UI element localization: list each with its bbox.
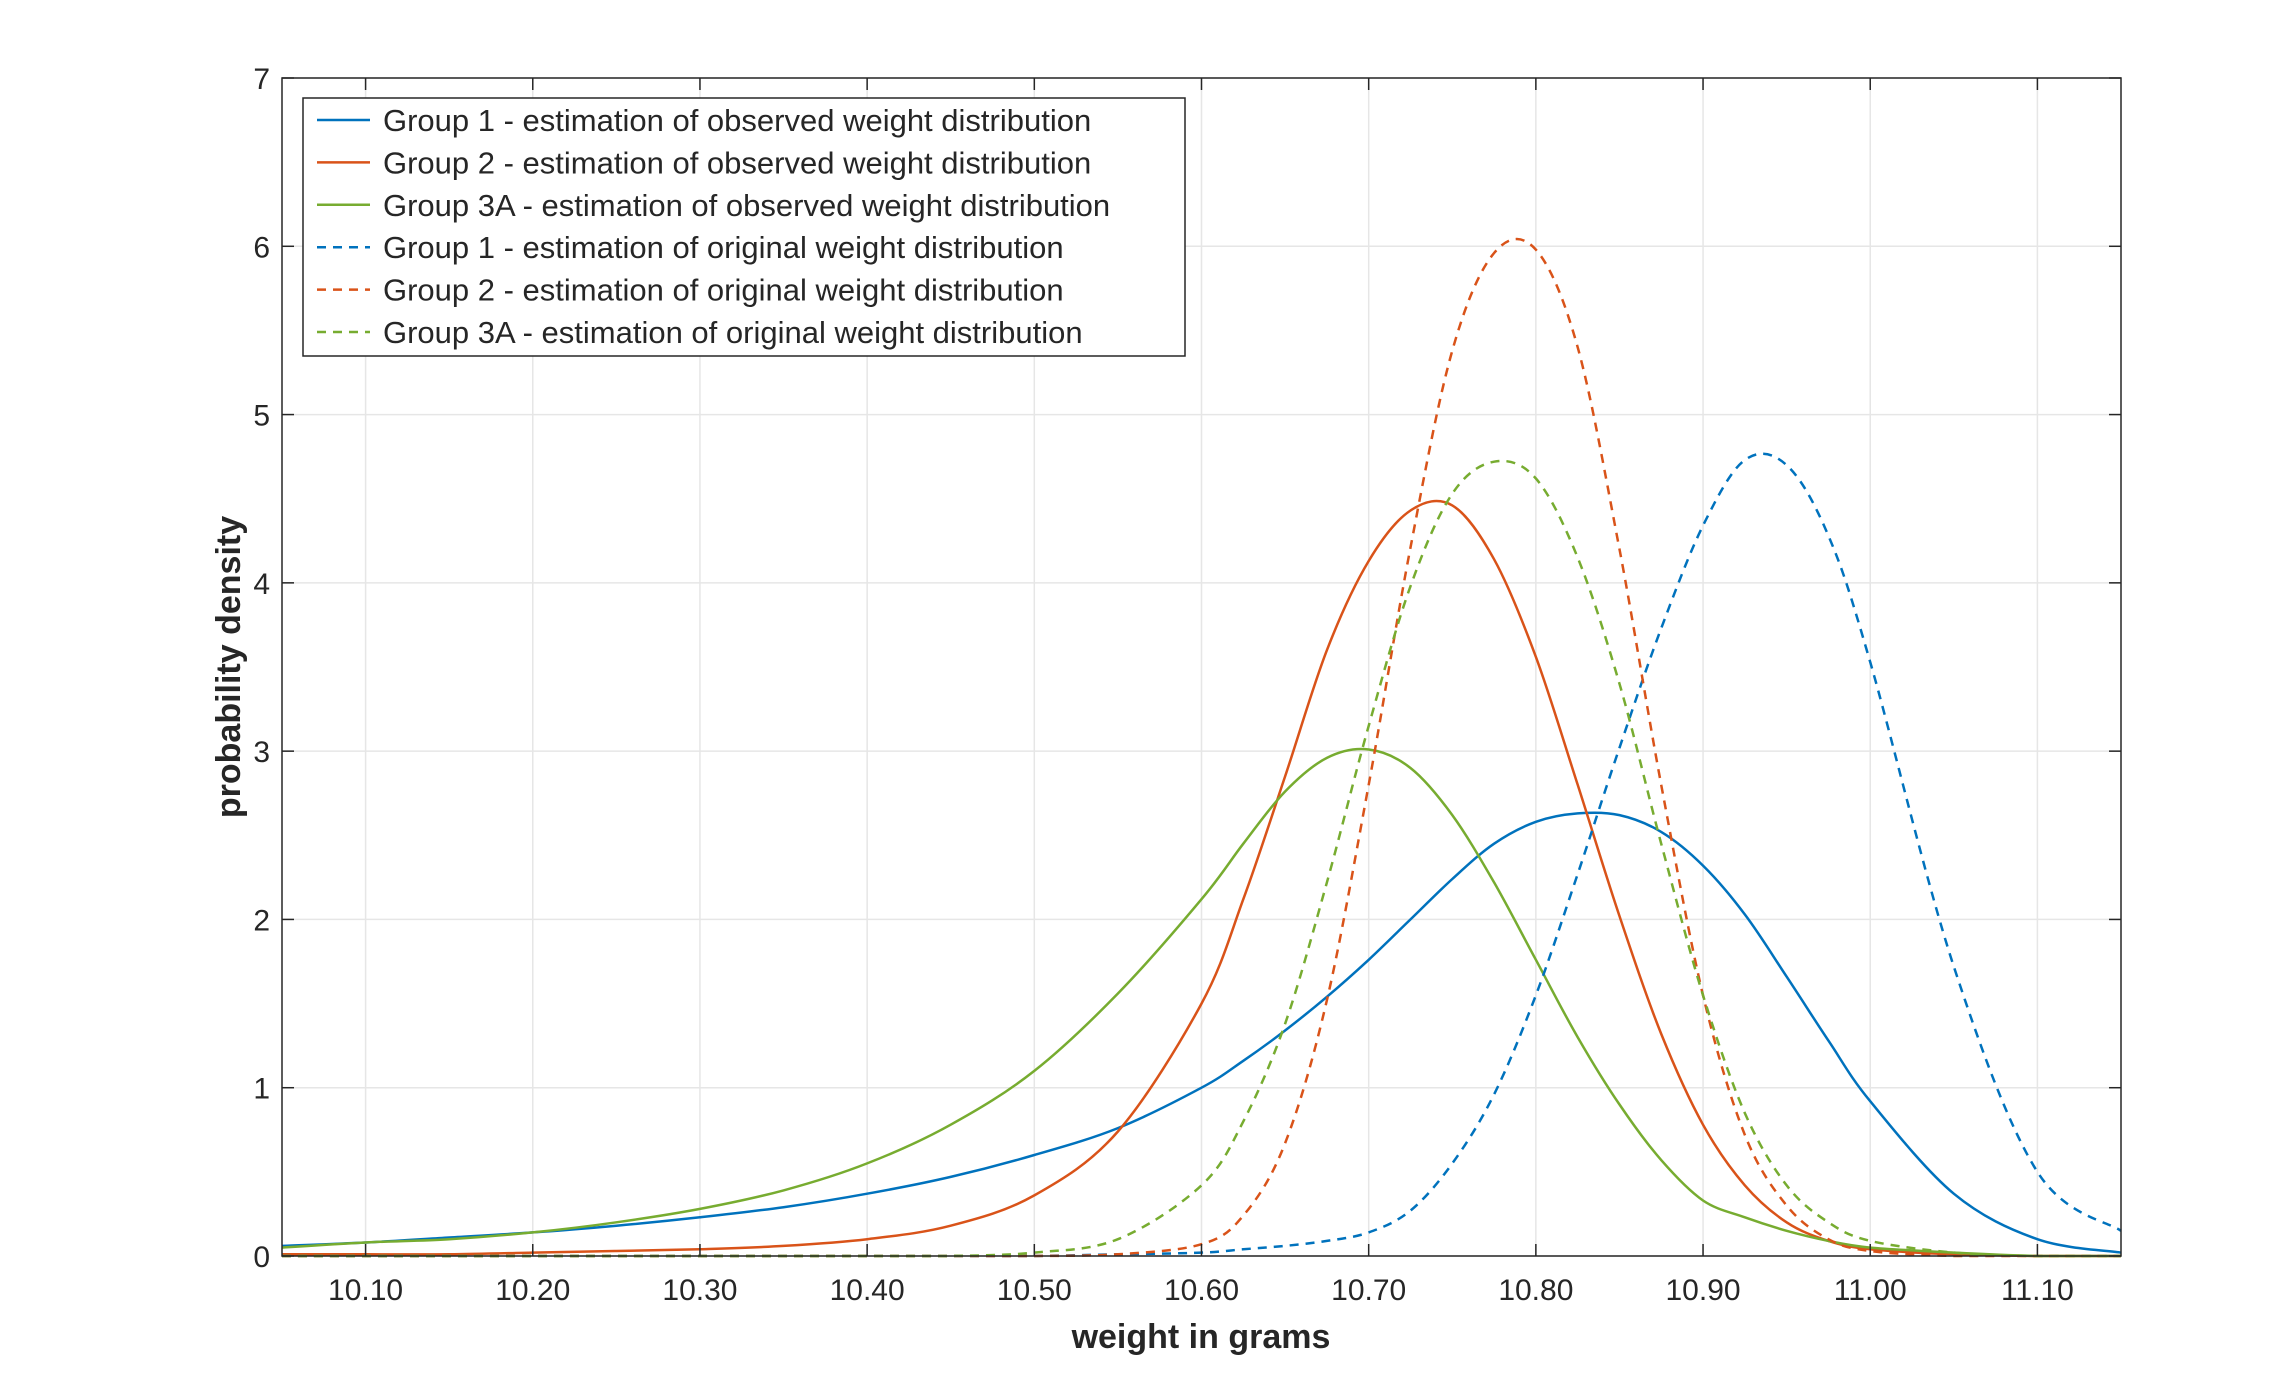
x-tick-label: 10.70 [1331, 1274, 1406, 1307]
x-tick-label: 10.30 [662, 1274, 737, 1307]
x-tick-label: 10.90 [1666, 1274, 1741, 1307]
legend-label: Group 1 - estimation of original weight … [383, 230, 1064, 265]
legend-box [302, 97, 1186, 357]
x-tick-label: 11.00 [1834, 1274, 1907, 1307]
legend-label: Group 3A - estimation of original weight… [383, 315, 1083, 350]
x-tick-label: 11.10 [2001, 1274, 2074, 1307]
x-axis-label: weight in grams [1071, 1318, 1331, 1356]
series-line-3 [281, 747, 2121, 1258]
y-tick-label: 2 [253, 904, 270, 937]
x-tick-label: 10.40 [830, 1274, 905, 1307]
series-line-1 [281, 811, 2122, 1254]
y-tick-label: 1 [253, 1073, 270, 1106]
legend-label: Group 2 - estimation of original weight … [383, 273, 1064, 308]
y-tick-label: 6 [253, 231, 270, 264]
legend-label: Group 2 - estimation of observed weight … [383, 145, 1091, 180]
tick-labels: 10.10 10.20 10.30 10.40 10.50 10.60 10.70 10.80… [253, 63, 2074, 1307]
x-tick-label: 10.50 [997, 1274, 1072, 1307]
legend-label: Group 1 - estimation of observed weight … [383, 103, 1091, 138]
y-tick-label: 3 [253, 736, 270, 769]
x-tick-label: 10.10 [328, 1274, 403, 1307]
y-tick-label: 4 [253, 568, 270, 601]
x-tick-label: 10.80 [1498, 1274, 1573, 1307]
y-tick-label: 7 [253, 63, 270, 96]
x-tick-label: 10.60 [1164, 1274, 1239, 1307]
legend: Group 1 - estimation of observed weight … [302, 97, 1186, 357]
y-axis-label: probability density [210, 516, 248, 818]
legend-label: Group 3A - estimation of observed weight… [383, 188, 1110, 223]
series-line-6 [282, 459, 2121, 1258]
y-tick-label: 0 [253, 1241, 270, 1274]
x-tick-label: 10.20 [495, 1274, 570, 1307]
y-tick-label: 5 [253, 400, 270, 433]
ticks [282, 77, 2121, 1257]
